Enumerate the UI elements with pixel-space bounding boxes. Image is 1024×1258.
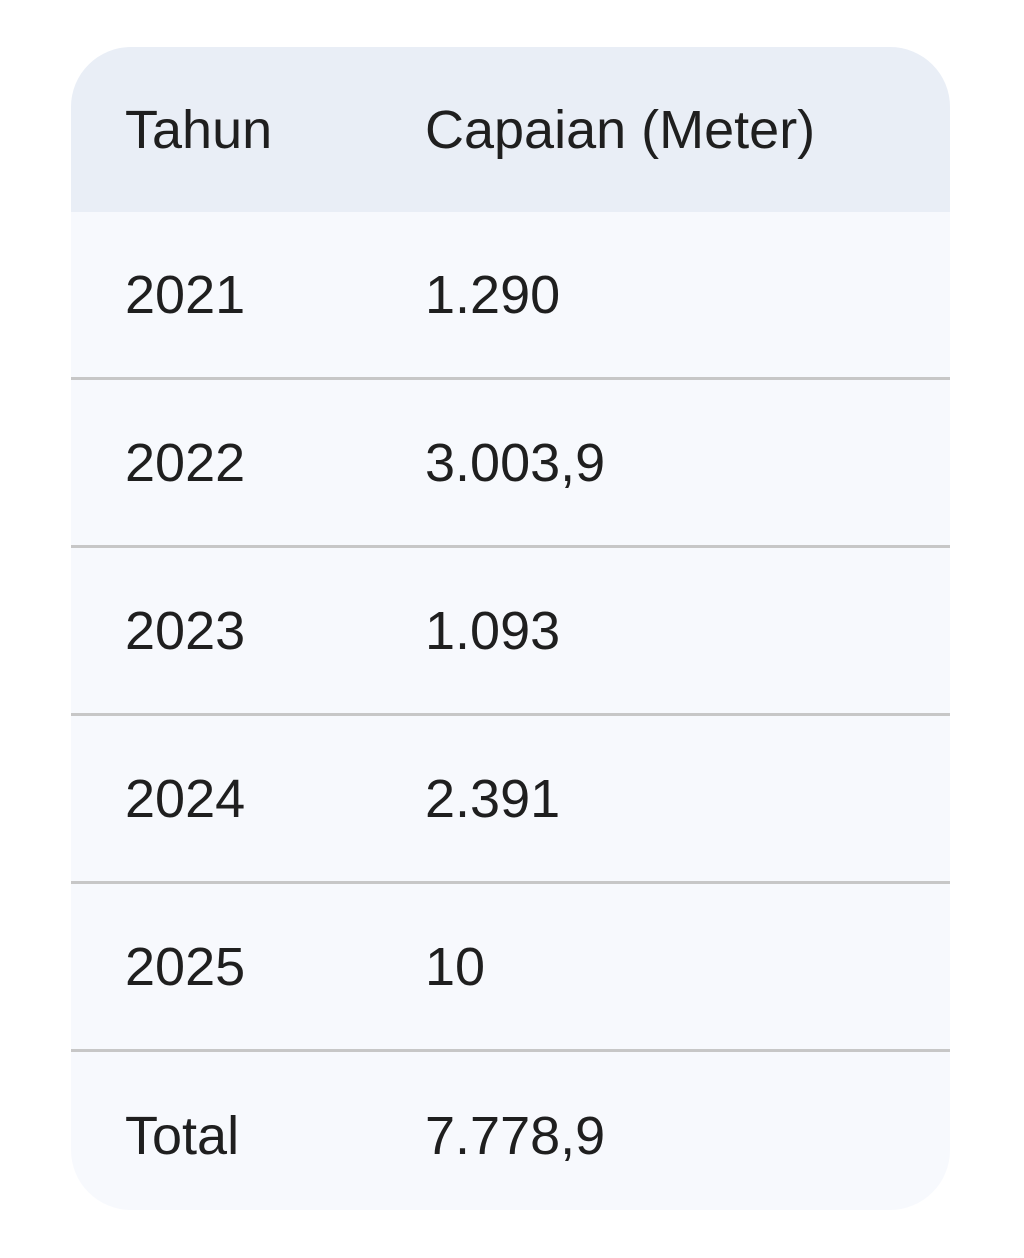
cell-year: 2023 [71,545,425,715]
table-row: 2024 2.391 [71,713,950,883]
cell-year: 2024 [71,713,425,883]
table-row: 2023 1.093 [71,545,950,715]
cell-value: 1.290 [425,264,561,325]
cell-year: 2025 [71,881,425,1051]
table-header-row: Tahun Capaian (Meter) [71,47,950,212]
cell-value: 2.391 [425,713,950,883]
header-tahun: Tahun [71,47,425,212]
data-table: Tahun Capaian (Meter) 2021 1.290 2022 3.… [71,47,950,1210]
table-row: 2025 10 [71,881,950,1051]
cell-value: 1.093 [425,545,950,715]
cell-year: 2022 [71,377,425,547]
cell-value: 3.003,9 [425,377,950,547]
table-row-total: Total 7.778,9 [71,1049,950,1210]
cell-total-value: 7.778,9 [425,1049,950,1210]
cell-year: 2021 [125,264,246,325]
header-capaian: Capaian (Meter) [425,47,950,212]
table-row: 2021 1.290 [71,212,950,379]
table-row: 2022 3.003,9 [71,377,950,547]
cell-value: 10 [425,881,950,1051]
cell-total-label: Total [71,1049,425,1210]
